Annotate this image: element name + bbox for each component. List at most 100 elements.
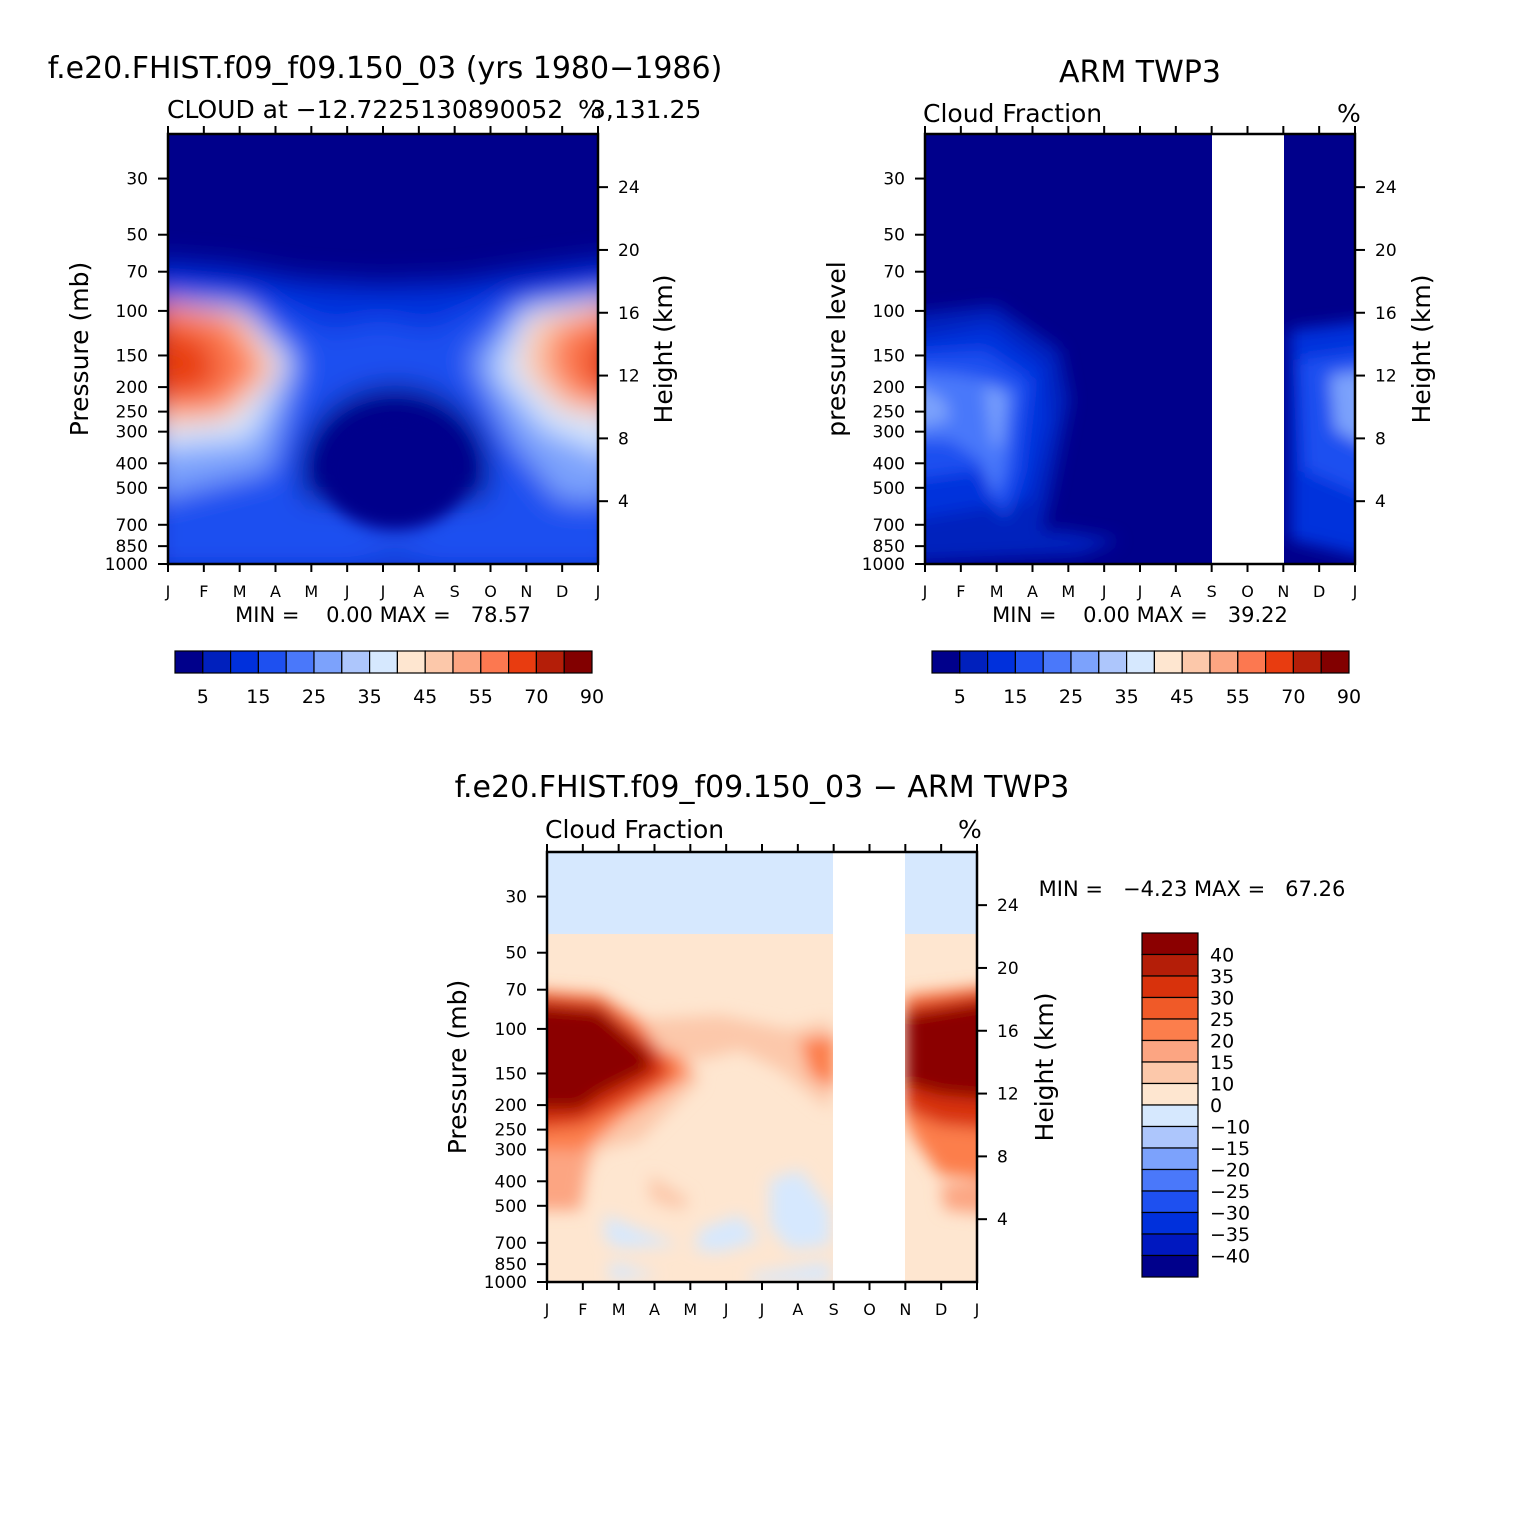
colorbar-label: 5 (954, 686, 966, 708)
panel-obs-colorbar: 5 15 25 35 45 55 70 90 (931, 650, 1361, 708)
colorbar-label: 70 (524, 686, 548, 708)
x-tick-label: A (792, 1300, 803, 1319)
colorbar-swatch (508, 650, 538, 674)
x-tick-label: S (450, 582, 460, 601)
colorbar-label: 90 (1337, 686, 1361, 708)
y-tick-label: 70 (883, 263, 905, 283)
colorbar-swatch (563, 650, 593, 674)
y-tick-label: 850 (873, 537, 905, 557)
y-tick-label: 300 (116, 423, 148, 443)
y-tick-label: 400 (873, 454, 905, 474)
y2-tick-label: 24 (618, 178, 640, 198)
y-tick-label: 700 (873, 516, 905, 536)
y2-tick-label: 4 (1375, 492, 1386, 512)
y-tick-label: 30 (505, 888, 527, 908)
colorbar-label: 5 (197, 686, 209, 708)
colorbar-swatch (1141, 1039, 1199, 1063)
colorbar-swatch (1141, 1254, 1199, 1278)
colorbar-swatch (230, 650, 260, 674)
colorbar-swatch (1209, 650, 1239, 674)
y-axis-label: Pressure (mb) (443, 980, 472, 1154)
x-tick-label: J (922, 582, 928, 601)
y-tick-label: 70 (505, 981, 527, 1001)
y-tick-label: 200 (116, 378, 148, 398)
y-axis-label: Pressure (mb) (65, 262, 94, 436)
colorbar-swatch (285, 650, 315, 674)
y-tick-label: 250 (116, 403, 148, 423)
colorbar-label: 35 (358, 686, 382, 708)
x-tick-label: M (683, 1300, 697, 1319)
colorbar-swatch (931, 650, 961, 674)
x-tick-label: D (556, 582, 568, 601)
colorbar-label: 45 (1170, 686, 1194, 708)
colorbar-swatch (424, 650, 454, 674)
panel-model-field (168, 134, 598, 564)
x-tick-label: D (1313, 582, 1325, 601)
colorbar-label: 45 (413, 686, 437, 708)
x-tick-label: J (759, 1300, 765, 1319)
colorbar-swatch (396, 650, 426, 674)
y2-tick-label: 12 (618, 367, 640, 387)
colorbar-swatch (341, 650, 371, 674)
colorbar-swatch (1141, 1211, 1199, 1235)
x-tick-label: A (1027, 582, 1038, 601)
panel-diff: f.e20.FHIST.f09_f09.150_03 − ARM TWP3 Cl… (443, 770, 1345, 1319)
y2-tick-label: 24 (997, 896, 1019, 916)
y-tick-label: 400 (116, 454, 148, 474)
colorbar-swatch (1141, 1125, 1199, 1149)
panel-obs-units: % (1337, 99, 1361, 128)
colorbar-swatch (174, 650, 204, 674)
colorbar-swatch (202, 650, 232, 674)
y2-tick-label: 24 (1375, 178, 1397, 198)
y2-tick-label: 8 (1375, 429, 1386, 449)
x-tick-label: J (165, 582, 171, 601)
panel-obs-stats: MIN = 0.00 MAX = 39.22 (992, 603, 1288, 627)
x-tick-label: O (1241, 582, 1254, 601)
y-tick-label: 30 (883, 170, 905, 190)
x-tick-label: J (723, 1300, 729, 1319)
colorbar-swatch (1141, 1061, 1199, 1085)
colorbar-label: −40 (1210, 1246, 1250, 1268)
colorbar-swatch (1141, 1082, 1199, 1106)
x-tick-label: J (1101, 582, 1107, 601)
y2-tick-label: 16 (1375, 304, 1397, 324)
colorbar-swatch (313, 650, 343, 674)
colorbar-swatch (1141, 1104, 1199, 1128)
colorbar-swatch (1320, 650, 1350, 674)
x-tick-label: M (1061, 582, 1075, 601)
x-tick-label: J (380, 582, 386, 601)
x-tick-label: M (990, 582, 1004, 601)
x-tick-label: A (1170, 582, 1181, 601)
colorbar-label: 70 (1281, 686, 1305, 708)
y-axis-label: pressure level (822, 261, 851, 436)
x-tick-label: A (270, 582, 281, 601)
y-tick-label: 1000 (484, 1273, 527, 1293)
panel-diff-subtitle: Cloud Fraction (545, 815, 724, 844)
y-tick-label: 300 (495, 1141, 527, 1161)
panel-obs-field (925, 134, 1355, 564)
y-tick-label: 100 (116, 302, 148, 322)
y2-tick-label: 20 (618, 241, 640, 261)
panel-obs-title: ARM TWP3 (1059, 55, 1221, 90)
y-tick-label: 500 (873, 479, 905, 499)
y-tick-label: 100 (873, 302, 905, 322)
colorbar-swatch (1141, 1147, 1199, 1171)
y2-tick-label: 12 (1375, 367, 1397, 387)
colorbar-swatch (1070, 650, 1100, 674)
colorbar-swatch (1141, 1233, 1199, 1257)
colorbar-label: 25 (302, 686, 326, 708)
x-tick-label: M (612, 1300, 626, 1319)
y-tick-label: 250 (873, 403, 905, 423)
y-tick-label: 150 (116, 346, 148, 366)
y-tick-label: 100 (495, 1020, 527, 1040)
y-tick-label: 1000 (862, 555, 905, 575)
x-tick-label: M (233, 582, 247, 601)
colorbar-label: 40 (1210, 945, 1234, 967)
panel-diff-missing (833, 852, 905, 1282)
colorbar-swatch (452, 650, 482, 674)
colorbar-label: 25 (1059, 686, 1083, 708)
colorbar-swatch (1153, 650, 1183, 674)
panel-obs-subtitle: Cloud Fraction (923, 99, 1102, 128)
panel-obs: ARM TWP3 Cloud Fraction % J F M A M J J A S O N D J 3… (822, 55, 1436, 708)
